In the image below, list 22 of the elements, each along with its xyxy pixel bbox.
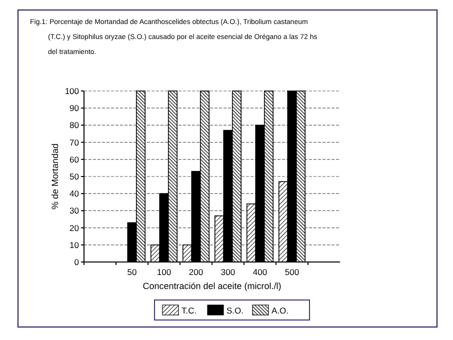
y-tick-label: 60 (70, 154, 80, 164)
y-tick-label: 50 (70, 171, 80, 182)
x-axis-title: Concentración del aceite (microl./l) (142, 281, 282, 291)
y-tick-label: 80 (70, 120, 80, 130)
x-tick-label: 200 (188, 267, 204, 277)
y-tick-label: 70 (70, 137, 80, 148)
y-tick-label: 30 (70, 206, 80, 216)
x-tick-label: 50 (127, 267, 137, 277)
x-tick-label: 500 (284, 267, 300, 277)
x-tick-label: 400 (252, 267, 268, 277)
legend-label: A.O. (272, 306, 289, 316)
y-tick-label: 20 (70, 222, 80, 233)
x-tick-label: 300 (220, 267, 236, 277)
y-tick-label: 100 (64, 86, 80, 96)
y-axis-title: % de Mortandad (50, 143, 60, 210)
y-tick-label: 0 (74, 256, 80, 267)
y-tick-label: 10 (70, 240, 80, 250)
legend-label: S.O. (226, 306, 244, 316)
legend-label: T.C. (182, 306, 197, 316)
x-tick-label: 100 (156, 267, 172, 277)
y-tick-label: 90 (70, 103, 80, 114)
y-tick-label: 40 (70, 188, 80, 199)
